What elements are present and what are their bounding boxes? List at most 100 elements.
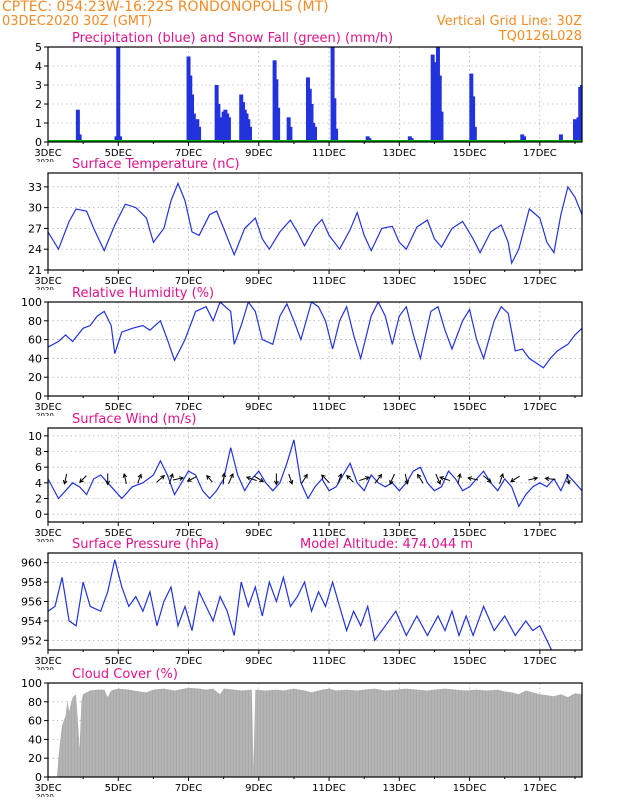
y-tick-label: 0 [35,771,42,784]
wind-arrow [346,475,354,483]
y-tick-label: 4 [35,477,42,490]
x-tick-label: 13DEC [382,528,416,539]
wind-arrow [321,474,330,484]
plot-frame [47,301,583,397]
wind-arrow [246,476,257,482]
run-date: 03DEC2020 30Z (GMT) [2,14,153,29]
precip-bar [226,117,231,142]
x-tick-label: 3DEC [34,656,61,667]
wind-arrow [222,473,225,485]
panel-title: Surface Temperature (nC) [72,157,240,172]
y-tick-label: 2 [35,98,42,111]
wind-arrow-head [389,479,394,485]
wind-arrow [254,475,264,483]
wind-arrow-head [377,473,383,479]
year-label: 2020 [36,793,54,800]
precip-bar [439,111,444,142]
wind-arrow [123,473,127,484]
wind-arrow-head [245,476,251,481]
series-line [48,181,582,265]
y-tick-label: 21 [28,264,42,277]
x-tick-label: 7DEC [175,402,202,413]
precip-bar [472,126,477,142]
panel-title: Surface Pressure (hPa) [72,537,219,552]
precip-bar [218,117,223,142]
panel-annotation: Model Altitude: 474.044 m [300,537,473,552]
model-code: TQ0126L028 [498,29,582,44]
precip-bar [572,119,577,142]
wind-arrow [510,475,520,483]
x-tick-label: 3DEC [34,402,61,413]
y-tick-label: 100 [21,296,42,309]
x-tick-label: 3DEC [34,148,61,159]
wind-arrow-head [486,478,492,483]
y-tick-label: 8 [35,446,42,459]
y-tick-label: 0 [35,508,42,521]
x-tick-label: 9DEC [245,656,272,667]
x-tick-label: 15DEC [453,656,487,667]
y-tick-label: 3 [35,79,42,92]
panel-4: 952 954 956 958 960 3DEC 5DEC 7DEC 9DEC 11DEC 13DE… [21,537,583,674]
x-tick-label: 5DEC [105,528,132,539]
panel-0: 0 1 2 3 4 5 3DEC 5DEC 7DEC 9DEC 11DEC 13DEC 15DEC 17D… [34,31,583,166]
panel-2: 0 20 40 60 80 100 3DEC 5DEC 7DEC 9DEC 11DEC 13DEC 15… [21,286,583,420]
wind-arrow-head [206,474,211,480]
wind-arrow-head [365,476,371,481]
grid [47,173,582,271]
wind-arrow [288,473,293,485]
year-label: 2020 [36,286,54,294]
wind-arrow [435,473,441,485]
y-tick-label: 0 [35,136,42,149]
x-tick-label: 5DEC [105,656,132,667]
x-tick-label: 15DEC [453,528,487,539]
plot-area [48,559,568,650]
wind-arrow-head [436,479,441,485]
wind-arrow [337,473,342,485]
precip-bar [118,136,123,142]
precip-bar [471,96,476,142]
precip-bar [330,47,335,142]
wind-arrow [404,473,408,484]
wind-arrow [172,477,184,481]
precip-bar [580,85,582,142]
y-tick-label: 960 [21,557,42,570]
year-label: 2020 [36,412,54,420]
wind-arrow-head [499,472,505,478]
grid-line-note: Vertical Grid Line: 30Z [436,14,582,29]
x-tick-label: 7DEC [175,276,202,287]
x-tick-label: 9DEC [245,783,272,794]
cloud-area [48,687,582,777]
panel-3: 0 2 4 6 8 10 3DEC 5DEC 7DEC 9DEC 11DEC 13DEC 15DEC 17… [28,412,583,546]
wind-arrow [545,477,556,480]
x-tick-label: 5DEC [105,276,132,287]
precip-bar [437,75,442,142]
wind-arrow-head [137,473,143,479]
year-label: 2020 [36,158,54,166]
wind-arrow-head [417,473,422,479]
y-tick-label: 40 [28,733,42,746]
wind-arrow [482,475,492,483]
x-tick-label: 13DEC [382,402,416,413]
wind-arrow [206,475,213,483]
wind-arrow [374,474,382,484]
y-tick-label: 27 [28,222,42,235]
x-tick-label: 17DEC [523,402,557,413]
panel-title: Surface Wind (m/s) [72,412,196,427]
x-tick-label: 3DEC [34,276,61,287]
plot-area [48,683,582,777]
wind-arrow-head [229,473,234,478]
x-tick-label: 13DEC [382,656,416,667]
cloud-hatch [57,683,581,777]
y-tick-label: 33 [28,181,42,194]
y-tick-label: 40 [28,352,42,365]
y-tick-label: 5 [35,41,42,54]
x-tick-label: 5DEC [105,402,132,413]
wind-arrow-head [544,476,550,482]
wind-arrow [468,477,479,481]
wind-arrow [301,474,308,484]
precip-bar [332,98,337,142]
wind-arrow-head [509,477,515,483]
grid [47,301,582,397]
wind-arrow [566,473,570,484]
